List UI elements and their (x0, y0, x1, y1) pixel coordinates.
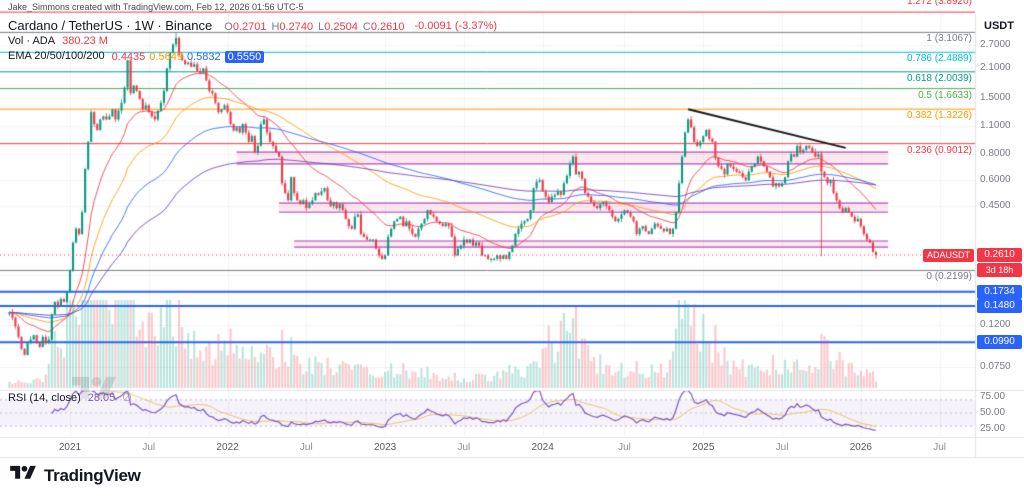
time-label: 2026 (849, 442, 872, 453)
price-tick: 1.1000 (980, 119, 1011, 131)
ohlc-letter: O (224, 20, 233, 33)
brand-name[interactable]: TradingView (44, 465, 141, 485)
price-tick: 2.7000 (980, 39, 1011, 50)
ema-values: 0.4435 0.5649 0.5832 0.5550 (112, 47, 269, 65)
time-label: 2025 (692, 442, 715, 453)
time-label: Jul (933, 442, 947, 453)
ema-row: EMA 20/50/100/200 0.4435 0.5649 0.5832 0.55… (8, 48, 497, 63)
footer: TradingView (10, 463, 141, 488)
symbol-title[interactable]: Cardano / TetherUS · 1W · Binance (8, 18, 213, 33)
time-label: Jul (299, 442, 313, 453)
volume-value: 380.23 M (62, 34, 108, 47)
ohlc-number: 0.2610 (370, 20, 405, 33)
rsi-tick: 25.00 (980, 423, 1006, 435)
ohlc-values: O0.2701 H0.2740 L0.2504 C0.2610 (219, 17, 404, 35)
ema-value: 0.5550 (224, 50, 265, 63)
tradingview-watermark-icon (72, 372, 116, 411)
change-value: -0.0091 (-3.37%) (414, 19, 498, 32)
fib-label: 0 (0.2199) (926, 271, 972, 283)
tradingview-logo-icon[interactable] (10, 463, 36, 488)
price-level-badge: 0.0990 (977, 335, 1022, 350)
rsi-value: 28.05 (87, 391, 116, 404)
fib-label: 0.382 (1.3226) (906, 110, 972, 122)
fib-label: 0.618 (2.0039) (906, 72, 972, 84)
ema-value: 0.4435 (111, 50, 146, 63)
countdown-badge: 3d 18h (977, 263, 1022, 278)
fib-label: 0.236 (0.9012) (906, 144, 972, 156)
price-tick: 2.1000 (980, 61, 1011, 73)
symbol-row: Cardano / TetherUS · 1W · Binance O0.270… (8, 18, 497, 33)
price-tick: 0.0750 (980, 361, 1011, 373)
ohlc-number: 0.2740 (279, 20, 314, 33)
ohlc-number: 0.2701 (232, 20, 267, 33)
price-tick: 0.8000 (980, 148, 1011, 160)
time-label: Jul (775, 442, 789, 453)
rsi-tick: 50.00 (980, 407, 1006, 418)
rsi-empty-marker: ∅ (122, 392, 132, 404)
time-label: 2024 (531, 442, 554, 453)
ema-value: 0.5832 (186, 50, 221, 63)
ohlc-letter: L (318, 20, 325, 33)
price-level-badge: 0.1480 (977, 299, 1022, 314)
fib-label: 1 (3.1067) (926, 33, 972, 45)
price-tick: 0.1200 (980, 318, 1011, 330)
time-label: Jul (618, 442, 631, 453)
fib-label: 0.786 (2.4889) (906, 53, 972, 65)
last-price-badge: 0.2610 (977, 248, 1022, 263)
time-label: 2021 (58, 442, 82, 453)
time-scale[interactable] (0, 437, 975, 457)
price-tick: 0.6000 (980, 174, 1011, 186)
chart-legend: Cardano / TetherUS · 1W · Binance O0.270… (8, 18, 497, 63)
price-tick: 1.5000 (980, 91, 1011, 103)
ema-indicator-label[interactable]: EMA 20/50/100/200 (8, 49, 105, 62)
rsi-legend: RSI (14, close) 28.05 ∅ (8, 391, 132, 405)
ohlc-letter: H (271, 20, 280, 33)
attribution-text: Jake_Simmons created with TradingView.co… (8, 2, 304, 12)
rsi-tick: 75.00 (980, 390, 1006, 402)
price-tick: 0.4500 (980, 200, 1011, 212)
ema-value: 0.5649 (149, 50, 183, 63)
volume-indicator-label[interactable]: Vol · ADA (8, 34, 56, 47)
time-label: Jul (457, 442, 471, 453)
volume-row: Vol · ADA 380.23 M (8, 33, 497, 48)
symbol-price-badge: ADAUSDT (922, 248, 974, 262)
fib-label: 0.5 (1.6633) (918, 89, 972, 101)
price-scale[interactable] (975, 14, 1024, 457)
time-label: 2023 (373, 442, 397, 453)
ohlc-number: 0.2504 (324, 20, 358, 33)
price-axis-unit-label: USDT (984, 20, 1014, 32)
time-label: Jul (142, 442, 156, 453)
rsi-title[interactable]: RSI (14, close) (8, 391, 81, 404)
time-label: 2022 (216, 442, 239, 453)
fib-label-clipped: 1.272 (3.8920) (906, 0, 972, 7)
ohlc-letter: C (362, 20, 371, 33)
price-level-badge: 0.1734 (977, 284, 1022, 299)
